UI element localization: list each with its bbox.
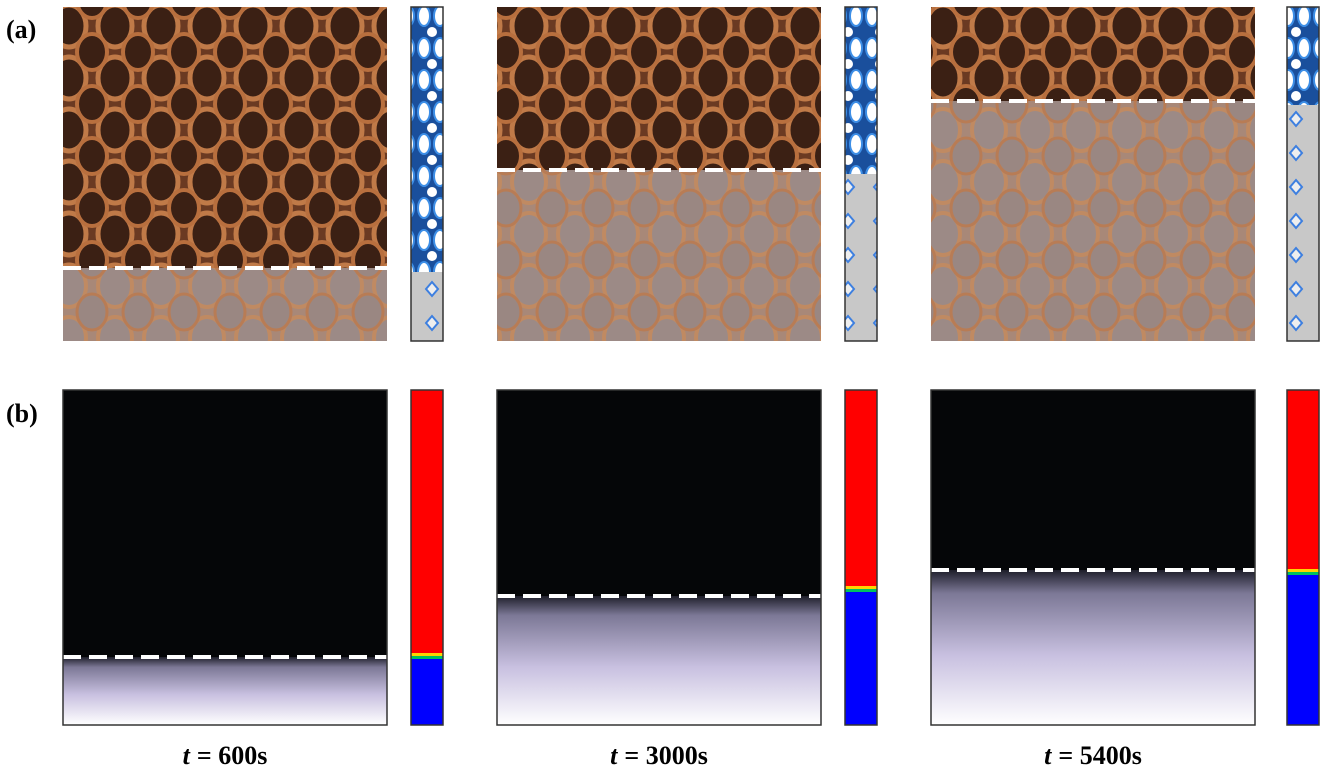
fluid-region bbox=[497, 596, 821, 725]
sim-lattice bbox=[1287, 7, 1319, 105]
fluid-region bbox=[63, 657, 387, 725]
figure: t= 600st= 3000st= 5400s(a)(b) bbox=[0, 0, 1326, 774]
sim-lattice bbox=[411, 7, 443, 272]
time-variable: t bbox=[183, 741, 191, 770]
phase-red bbox=[1287, 390, 1319, 573]
phase-blue bbox=[411, 659, 443, 725]
sim-lattice bbox=[845, 7, 877, 174]
time-label: t= 3000s bbox=[610, 741, 708, 770]
time-variable: t bbox=[1044, 741, 1052, 770]
foam-photo-dry bbox=[63, 7, 387, 268]
phase-blue bbox=[1287, 575, 1319, 725]
sim-liquid bbox=[1287, 105, 1319, 341]
panel-label: (a) bbox=[6, 15, 36, 44]
foam-photo-wet bbox=[931, 101, 1255, 341]
time-value: = 5400s bbox=[1058, 741, 1141, 770]
page: t= 600st= 3000st= 5400s(a)(b) (() => { c… bbox=[0, 0, 1326, 774]
time-label: t= 5400s bbox=[1044, 741, 1142, 770]
phase-red bbox=[411, 390, 443, 657]
panel-label: (b) bbox=[6, 399, 38, 428]
time-value: = 3000s bbox=[624, 741, 707, 770]
foam-photo-dry bbox=[497, 7, 821, 170]
foam-photo-dry bbox=[931, 7, 1255, 101]
phase-yellow bbox=[845, 586, 877, 589]
phase-blue bbox=[845, 592, 877, 725]
time-variable: t bbox=[610, 741, 618, 770]
time-value: = 600s bbox=[197, 741, 267, 770]
sim-liquid bbox=[845, 174, 877, 341]
fluid-region bbox=[931, 570, 1255, 725]
phase-green bbox=[411, 656, 443, 659]
phase-yellow bbox=[1287, 569, 1319, 572]
sim-liquid bbox=[411, 272, 443, 341]
phase-red bbox=[845, 390, 877, 590]
phase-green bbox=[845, 589, 877, 592]
foam-photo-wet bbox=[63, 268, 387, 341]
phase-yellow bbox=[411, 653, 443, 656]
time-label: t= 600s bbox=[183, 741, 268, 770]
foam-photo-wet bbox=[497, 170, 821, 341]
phase-green bbox=[1287, 572, 1319, 575]
